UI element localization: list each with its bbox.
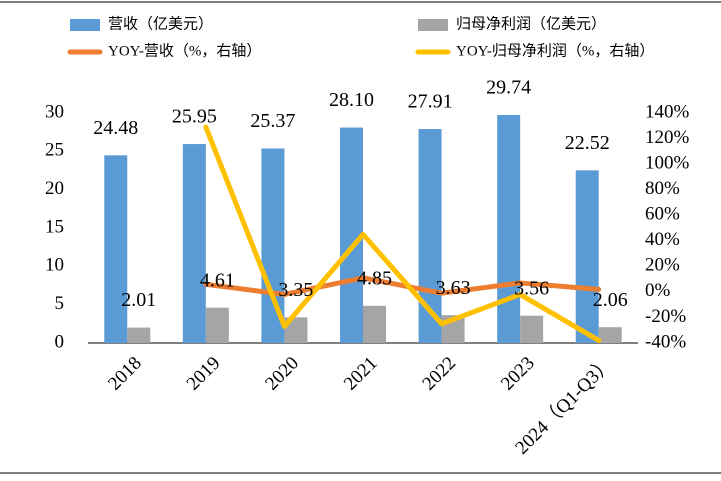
- y-tick-label: 25: [45, 140, 64, 161]
- x-tick-label: 2023: [497, 353, 539, 395]
- y2-tick-label: 40%: [645, 229, 680, 250]
- x-tick-label: 2020: [261, 353, 303, 395]
- y-tick-label: 5: [55, 293, 65, 314]
- data-label: 22.52: [565, 132, 610, 154]
- bar: [520, 315, 544, 343]
- data-label: 3.63: [436, 277, 471, 299]
- bar: [575, 170, 599, 343]
- y2-tick-label: 0%: [645, 280, 671, 301]
- bar: [284, 317, 308, 343]
- bar: [104, 155, 128, 343]
- x-tick-label: 2022: [418, 353, 460, 395]
- legend-swatch: [418, 19, 448, 31]
- x-tick-label: 2021: [340, 353, 382, 395]
- data-label: 25.95: [172, 106, 217, 128]
- y-tick-label: 30: [45, 101, 64, 122]
- data-label: 3.56: [514, 277, 549, 299]
- data-label: 27.91: [408, 91, 453, 113]
- line: [203, 124, 602, 343]
- bar: [497, 114, 521, 343]
- y2-tick-label: -20%: [645, 306, 686, 327]
- data-label: 2.01: [121, 289, 156, 311]
- y2-tick-label: 100%: [645, 152, 690, 173]
- y-tick-label: 15: [45, 216, 64, 237]
- legend-swatch: [70, 19, 100, 31]
- data-label: 25.37: [250, 110, 295, 132]
- x-tick-label: 2019: [183, 353, 225, 395]
- y2-tick-label: 140%: [645, 101, 690, 122]
- bar: [598, 327, 622, 343]
- y2-tick-label: 60%: [645, 204, 680, 225]
- legend-label: 营收（亿美元）: [108, 15, 213, 32]
- data-label: 2.06: [593, 289, 628, 311]
- x-tick-label: 2018: [104, 353, 146, 395]
- y2-tick-label: 120%: [645, 127, 690, 148]
- data-label: 3.35: [278, 279, 313, 301]
- y-tick-label: 10: [45, 255, 64, 276]
- legend-label: YOY-归母净利润（%，右轴）: [456, 42, 654, 59]
- bar: [363, 305, 386, 343]
- bar: [182, 144, 206, 343]
- data-label: 29.74: [486, 77, 531, 99]
- legend-label: 归母净利润（亿美元）: [456, 15, 606, 32]
- data-label: 24.48: [93, 117, 138, 139]
- data-label: 4.61: [200, 269, 235, 291]
- y-tick-label: 20: [45, 178, 64, 199]
- y2-tick-label: 80%: [645, 178, 680, 199]
- legend-label: YOY-营收（%，右轴）: [108, 42, 261, 59]
- y2-tick-label: 20%: [645, 255, 680, 276]
- bar: [127, 327, 151, 343]
- data-label: 4.85: [357, 267, 392, 289]
- y-tick-label: 0: [55, 331, 65, 352]
- y2-tick-label: -40%: [645, 331, 686, 352]
- bar: [205, 307, 229, 343]
- data-label: 28.10: [329, 89, 374, 111]
- bar: [340, 127, 363, 343]
